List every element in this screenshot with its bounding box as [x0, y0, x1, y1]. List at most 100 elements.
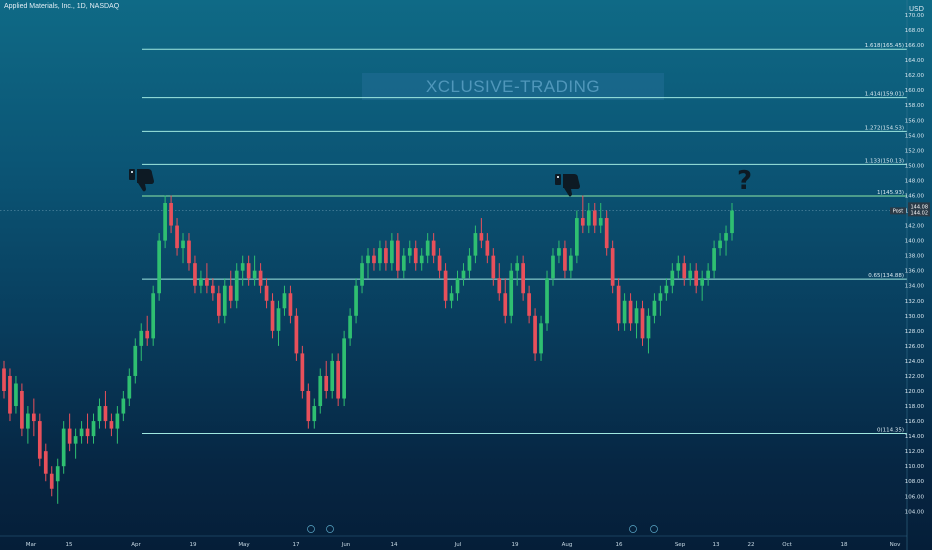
watermark-banner: XCLUSIVE-TRADING: [362, 73, 664, 100]
candle-body: [73, 436, 78, 444]
price-tick-label: 152.00: [905, 148, 925, 154]
time-tick-label: 16: [616, 542, 623, 548]
candle-body: [175, 225, 179, 249]
candle-body: [646, 315, 651, 339]
candle-body: [425, 240, 430, 256]
candle-body: [366, 255, 370, 264]
candle-body: [586, 210, 591, 226]
candle-body: [91, 421, 96, 437]
candle-body: [79, 428, 84, 437]
event-marker-icon: [307, 525, 315, 533]
candle-body: [622, 300, 627, 324]
question-mark-icon: ?: [737, 166, 753, 196]
candle-body: [163, 203, 167, 241]
time-tick-label: Oct: [782, 542, 792, 548]
candle-body: [336, 360, 341, 399]
candle-body: [199, 278, 203, 286]
time-tick-label: 19: [190, 542, 197, 548]
candle-body: [616, 285, 621, 324]
time-tick-label: Jul: [454, 542, 462, 548]
candle-body: [521, 263, 525, 294]
candle-body: [658, 293, 663, 301]
candle-body: [640, 308, 645, 339]
event-marker-icon: [650, 525, 658, 533]
candle-body: [634, 308, 639, 324]
candle-body: [133, 345, 138, 376]
candle-body: [682, 263, 687, 279]
price-tag-value: 144.02: [911, 210, 929, 216]
candle-body: [169, 203, 173, 226]
candle-body: [569, 255, 573, 271]
candle-body: [157, 240, 161, 294]
price-tick-label: 110.00: [905, 464, 925, 470]
candle-body: [222, 285, 227, 316]
candle-body: [294, 315, 299, 354]
candle-body: [31, 413, 36, 422]
candle-body: [288, 293, 293, 316]
thumbs-down-icon: [555, 174, 580, 197]
post-label-box: [890, 207, 906, 215]
candle-body: [664, 285, 669, 294]
candle-body: [342, 338, 346, 399]
candle-body: [181, 240, 185, 249]
candle-body: [109, 421, 114, 429]
candle-body: [563, 248, 567, 271]
time-tick-label: May: [238, 542, 250, 548]
candle-body: [455, 278, 460, 294]
candle-body: [252, 270, 257, 279]
candle-body: [604, 218, 609, 249]
candle-body: [413, 248, 418, 264]
candle-body: [503, 293, 508, 316]
price-tick-label: 164.00: [905, 58, 925, 64]
candle-body: [497, 278, 502, 294]
time-tick-label: 14: [391, 542, 398, 548]
price-tick-label: 166.00: [905, 43, 925, 49]
candle-body: [354, 285, 358, 316]
price-tick-label: 130.00: [905, 314, 925, 320]
candle-body: [37, 421, 42, 459]
candle-body: [431, 240, 436, 256]
candle-body: [610, 248, 615, 286]
candle-body: [43, 451, 48, 474]
candle-body: [14, 383, 18, 407]
price-tick-label: 134.00: [905, 284, 925, 290]
candle-body: [724, 233, 728, 241]
symbol-title: Applied Materials, Inc., 1D, NASDAQ: [4, 3, 120, 10]
event-marker-icon: [326, 525, 334, 533]
price-tick-label: 104.00: [905, 509, 925, 515]
price-tick-label: 132.00: [905, 299, 925, 305]
fib-level-label: 0(114.35): [877, 427, 904, 433]
candle-body: [378, 248, 382, 264]
candle-body: [575, 218, 579, 256]
candle-body: [127, 375, 132, 399]
candle-body: [270, 300, 275, 331]
candle-body: [676, 263, 681, 271]
time-tick-label: 19: [512, 542, 519, 548]
candle-body: [461, 270, 466, 279]
price-tick-label: 170.00: [905, 13, 925, 19]
fib-level-label: 0.65(134.88): [868, 273, 904, 279]
candle-body: [145, 330, 150, 339]
candle-body: [580, 218, 585, 226]
candle-body: [712, 248, 716, 271]
time-tick-label: 13: [713, 542, 720, 548]
thumbs-down-icon: [129, 169, 154, 192]
candle-body: [2, 368, 6, 391]
candle-body: [300, 353, 305, 391]
price-tag-top: 144.08: [911, 204, 929, 210]
price-tick-label: 116.00: [905, 419, 925, 425]
candle-body: [306, 391, 311, 422]
candle-body: [193, 263, 197, 286]
candle-body: [67, 428, 72, 444]
candle-body: [592, 210, 597, 226]
fib-level-label: 1(145.93): [877, 190, 904, 196]
price-tag-box: [908, 202, 930, 217]
candle-body: [264, 285, 269, 301]
time-tick-label: 22: [748, 542, 755, 548]
candle-body: [473, 233, 478, 256]
price-tick-label: 128.00: [905, 329, 925, 335]
price-tick-label: 108.00: [905, 479, 925, 485]
candle-body: [187, 240, 191, 264]
